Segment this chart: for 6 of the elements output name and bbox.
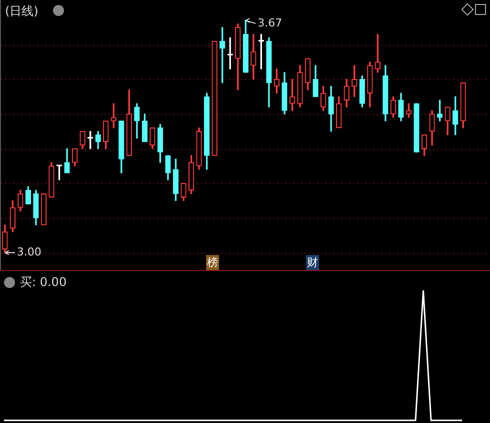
annotation: 3.00 xyxy=(16,245,42,258)
text: 财 xyxy=(306,255,319,270)
text: 榜 xyxy=(206,255,219,270)
annotation: 3.67 xyxy=(258,16,282,30)
chart-title: (日线) xyxy=(5,3,38,20)
chart-title: 买: 0.00 xyxy=(20,274,67,291)
